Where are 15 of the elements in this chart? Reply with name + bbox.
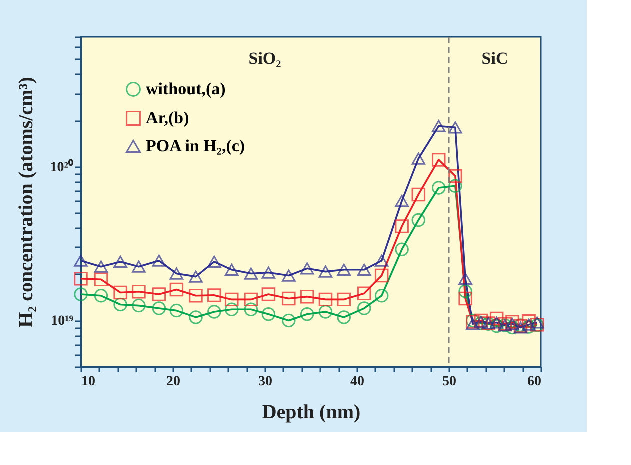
y-axis-title: H₂ concentration (atoms/cm³) — [15, 77, 38, 328]
legend-label: Ar,(b) — [146, 108, 190, 128]
x-tick-label: 10 — [82, 374, 96, 390]
x-tick-label: 20 — [166, 374, 180, 390]
x-tick-label: 50 — [442, 374, 456, 390]
legend-label: without,(a) — [146, 80, 226, 98]
x-tick-label: 30 — [258, 374, 272, 390]
legend-label: POA in H₂,(c) — [146, 136, 246, 156]
y-tick-label: 10²⁰ — [50, 158, 74, 176]
y-tick-label: 10¹⁹ — [51, 314, 74, 330]
x-tick-label: 40 — [350, 374, 364, 390]
x-tick-label: 60 — [528, 374, 542, 390]
x-axis-title: Depth (nm) — [262, 402, 361, 424]
annotation: SiC — [482, 49, 508, 68]
annotation: SiO₂ — [248, 49, 282, 68]
